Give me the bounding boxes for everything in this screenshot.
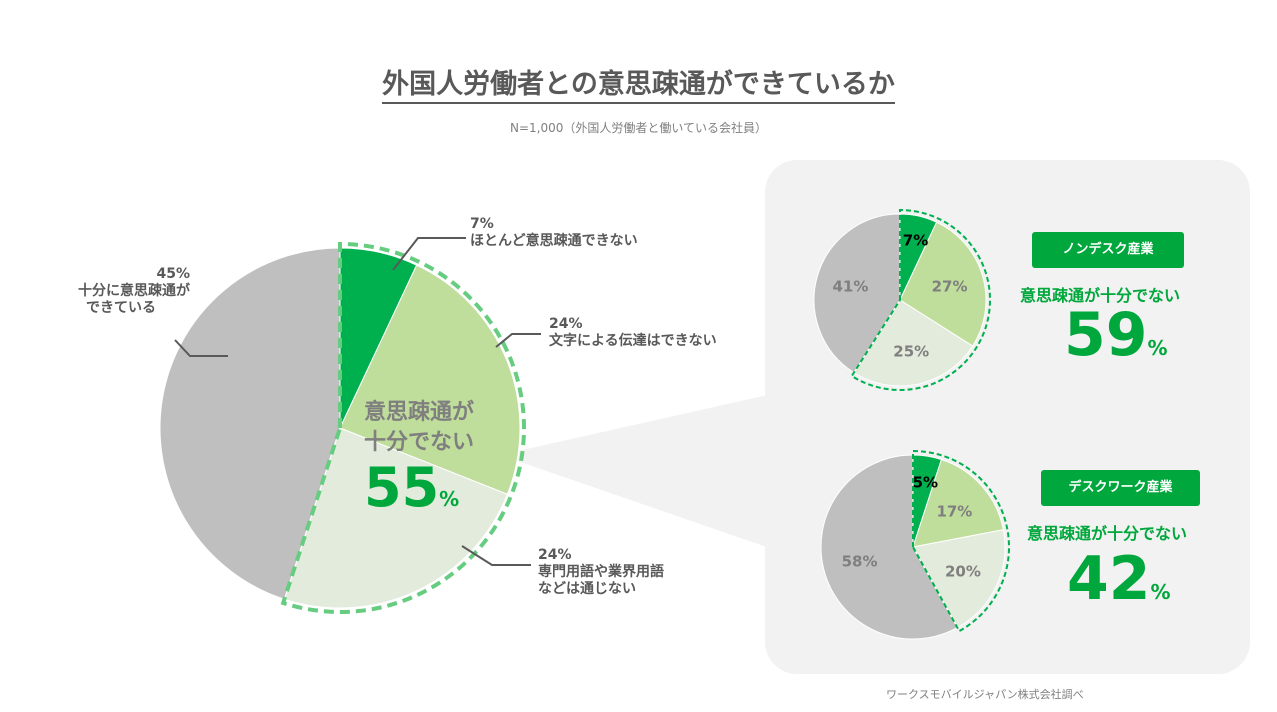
nondesk-callout-unit: % [1147,336,1168,360]
pie2-slice-3 [820,454,959,640]
desk-callout-value: 42% [1067,544,1171,614]
page-subtitle: N=1,000（外国人労働者と働いている会社員） [509,121,768,135]
main-label-s2-text1: 専門用語や業界用語 [538,564,664,580]
leader-s3 [174,339,228,357]
main-label-s3-pct: 45% [156,266,190,282]
pie1-group-outline [850,208,991,391]
nondesk-slice-label-0: 7% [903,232,928,250]
leader-s1 [495,333,541,348]
main-callout-text: 意思疎通が 十分でない [364,398,474,458]
title-text: 外国人労働者との意思疎通ができているか [382,69,895,104]
main-callout-line2: 十分でない [364,430,475,455]
main-label-s1: 24% 文字による伝達はできない [549,316,717,350]
main-callout-unit: % [439,487,460,511]
desk-callout-unit: % [1150,580,1171,604]
pie2-slice-2 [912,529,1006,629]
pie0-slice-3 [159,247,341,600]
main-label-s3-text2: できている [86,300,156,316]
main-label-s0: 7% ほとんど意思疎通できない [470,216,638,250]
desk-slice-label-3: 58% [842,553,878,571]
desk-callout-text: 意思疎通が十分でない [1027,524,1188,543]
main-label-s2-text2: などは通じない [538,581,636,597]
main-callout-line1: 意思疎通が [364,400,475,425]
main-callout-value: 55% [364,456,459,519]
main-label-s2-pct: 24% [538,547,572,563]
source-note: ワークスモバイルジャパン株式会社調べ [886,688,1084,701]
nondesk-callout-number: 59 [1064,300,1148,370]
pie2-slice-1 [912,458,1004,548]
desk-slice-label-1: 17% [936,502,972,520]
pie0-slice-1 [339,264,521,495]
pie1-slice-2 [853,299,974,387]
nondesk-badge: ノンデスク産業 [1032,232,1184,268]
nondesk-slice-label-1: 27% [932,278,968,296]
main-label-s3: 45% 十分に意思疎通が できている [56,266,190,317]
nondesk-callout-text: 意思疎通が十分でない [1020,286,1181,305]
nondesk-callout-value: 59% [1064,300,1168,370]
leader-s0 [392,237,466,271]
page-title: 外国人労働者との意思疎通ができているか [0,62,1277,104]
leader-s2 [461,545,531,566]
main-label-s0-text: ほとんど意思疎通できない [470,233,638,249]
main-label-s1-pct: 24% [549,316,583,332]
desk-callout-number: 42 [1067,544,1151,614]
zoom-wedge [500,390,790,555]
main-label-s2: 24% 専門用語や業界用語 などは通じない [538,547,664,598]
pie0-group-outline [280,241,526,614]
pie1-slice-1 [899,221,987,347]
main-label-s1-text: 文字による伝達はできない [549,333,717,349]
nondesk-slice-label-3: 41% [832,278,868,296]
desk-slice-label-0: 5% [913,474,938,492]
main-callout-number: 55 [364,456,440,519]
main-label-s3-text1: 十分に意思疎通が [78,283,190,299]
desk-badge: デスクワーク産業 [1041,470,1200,506]
pie0-slice-2 [283,427,509,609]
desk-slice-label-2: 20% [945,563,981,581]
nondesk-slice-label-2: 25% [893,342,929,360]
main-label-s0-pct: 7% [470,216,494,232]
